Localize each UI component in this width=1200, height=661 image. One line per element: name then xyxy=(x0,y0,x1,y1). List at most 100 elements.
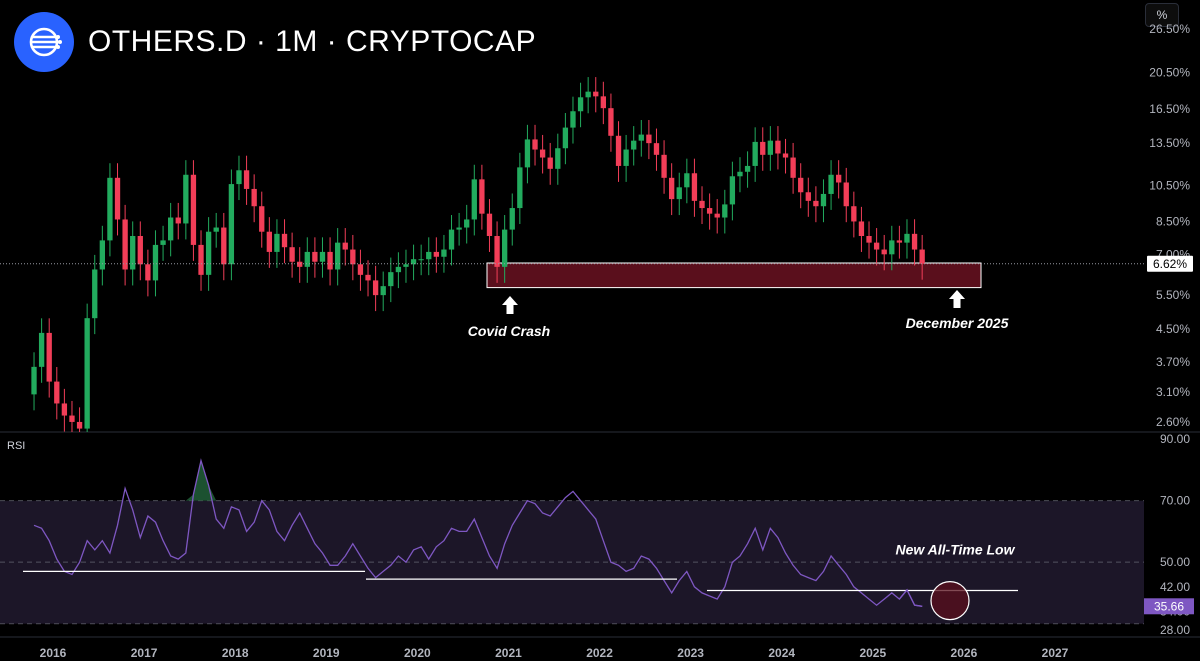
candle-body xyxy=(805,192,811,201)
time-axis-tick-label: 2019 xyxy=(313,646,340,660)
price-axis-tick-label: 26.50% xyxy=(1149,22,1190,36)
candle-body xyxy=(889,240,895,255)
rsi-label: RSI xyxy=(7,440,25,452)
candle-body xyxy=(152,244,159,281)
candle-body xyxy=(130,235,136,270)
candle-body xyxy=(919,249,925,264)
time-axis-tick-label: 2025 xyxy=(859,646,886,660)
candle-body xyxy=(426,251,432,260)
candle-body xyxy=(297,261,303,267)
price-axis-tick-label: 4.50% xyxy=(1156,322,1190,336)
candle-body xyxy=(190,174,197,245)
time-axis-tick-label: 2022 xyxy=(586,646,613,660)
candle-body xyxy=(623,149,629,166)
candle-body xyxy=(84,318,90,429)
rsi-current-label: 35.66 xyxy=(1154,599,1184,613)
december-2025-label: December 2025 xyxy=(906,315,1009,331)
chart-header: OTHERS.D · 1M · CRYPTOCAP xyxy=(14,12,536,72)
candle-body xyxy=(319,251,326,262)
candle-body xyxy=(388,272,394,287)
candle-body xyxy=(896,240,903,243)
candle-body xyxy=(737,171,743,177)
candle-body xyxy=(243,170,250,189)
time-axis-tick-label: 2018 xyxy=(222,646,249,660)
candle-body xyxy=(593,91,599,97)
candle-body xyxy=(760,141,766,155)
candle-body xyxy=(160,240,166,245)
candle-body xyxy=(539,149,546,158)
candle-body xyxy=(676,187,682,200)
candle-body xyxy=(744,165,751,172)
candle-body xyxy=(851,206,857,222)
candle-body xyxy=(92,269,98,319)
candle-body xyxy=(669,177,675,200)
candle-body xyxy=(137,235,143,265)
candle-body xyxy=(198,244,204,275)
candle-body xyxy=(570,111,576,128)
time-axis-tick-label: 2027 xyxy=(1042,646,1069,660)
time-axis-tick-label: 2021 xyxy=(495,646,522,660)
price-axis-tick-label: 20.50% xyxy=(1149,65,1190,79)
time-axis-tick-label: 2020 xyxy=(404,646,431,660)
candle-body xyxy=(608,108,614,136)
candle-body xyxy=(54,381,60,404)
candle-body xyxy=(858,221,865,236)
candle-body xyxy=(365,274,371,281)
december-2025-arrow-icon xyxy=(949,290,965,308)
candle-body xyxy=(168,217,174,241)
candle-body xyxy=(327,251,333,270)
candle-body xyxy=(441,249,447,257)
price-axis-tick-label: 3.10% xyxy=(1156,385,1190,399)
candle-body xyxy=(403,264,409,267)
candle-body xyxy=(911,233,918,250)
candle-body xyxy=(873,242,880,250)
candle-body xyxy=(767,140,773,155)
candle-body xyxy=(145,264,151,281)
candle-body xyxy=(213,227,219,232)
candle-body xyxy=(228,184,235,265)
price-axis-tick-label: 8.50% xyxy=(1156,214,1190,228)
candle-body xyxy=(433,251,439,257)
rsi-axis-tick-label: 42.00 xyxy=(1160,580,1190,594)
covid-crash-arrow-icon xyxy=(502,296,518,314)
candle-body xyxy=(684,173,690,188)
candle-body xyxy=(114,177,121,220)
candle-body xyxy=(638,134,644,141)
candle-body xyxy=(259,206,265,232)
rsi-axis-tick-label: 50.00 xyxy=(1160,555,1190,569)
candle-body xyxy=(813,200,819,207)
candle-body xyxy=(266,231,272,252)
candle-body xyxy=(706,208,713,214)
candle-body xyxy=(350,249,356,265)
candle-body xyxy=(555,148,561,169)
percent-scale-button[interactable]: % xyxy=(1145,3,1179,27)
rsi-current-badge xyxy=(1144,598,1194,615)
candle-body xyxy=(342,242,348,250)
candle-body xyxy=(471,179,477,220)
candle-body xyxy=(464,219,470,228)
candle-body xyxy=(380,286,386,296)
candle-body xyxy=(494,235,500,267)
rsi-annotation-label: New All-Time Low xyxy=(895,541,1015,557)
candle-body xyxy=(418,259,424,261)
candle-body xyxy=(820,193,827,207)
candle-body xyxy=(107,177,113,241)
candle-body xyxy=(775,140,781,154)
candle-body xyxy=(790,157,796,178)
candle-body xyxy=(653,143,660,155)
price-axis-tick-label: 2.60% xyxy=(1156,415,1190,429)
rsi-axis-tick-label: 90.00 xyxy=(1160,432,1190,446)
candle-body xyxy=(38,332,45,367)
candle-body xyxy=(502,229,508,267)
rsi-line xyxy=(33,458,923,607)
cryptocap-logo-icon xyxy=(14,12,74,72)
candle-body xyxy=(357,264,364,275)
current-price-label: 6.62% xyxy=(1153,257,1187,271)
candle-body xyxy=(722,204,728,218)
time-axis-tick-label: 2017 xyxy=(131,646,158,660)
price-axis-tick-label: 3.70% xyxy=(1156,355,1190,369)
candle-body xyxy=(372,280,379,296)
candle-body xyxy=(122,219,128,270)
price-axis-tick-label: 16.50% xyxy=(1149,102,1190,116)
